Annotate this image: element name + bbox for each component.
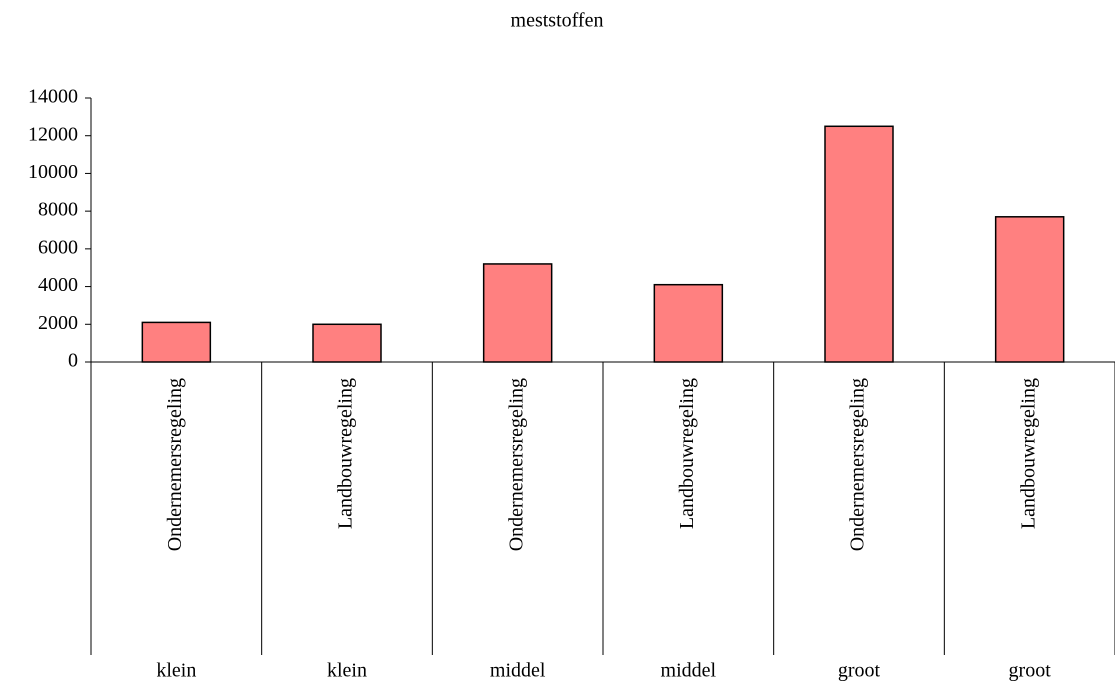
x-tick-label: Landbouwregeling [1017,378,1039,529]
bar [482,263,553,363]
bar [994,216,1065,363]
bar [312,323,382,363]
y-tick-label: 0 [68,350,78,372]
y-tick-label: 2000 [38,312,78,334]
x-tick-label: Ondernemersregeling [164,378,186,551]
x-group-label: groot [1009,660,1052,682]
x-group-label: groot [838,660,881,682]
x-tick-label: Ondernemersregeling [847,378,869,551]
bar [653,283,724,363]
x-tick-label: Landbouwregeling [676,378,698,529]
bar [824,125,894,363]
chart-title: meststoffen [511,10,604,32]
x-group-label: klein [327,660,367,682]
y-tick-label: 12000 [28,123,78,145]
x-tick-label: Ondernemersregeling [505,378,527,551]
x-tick-label: Landbouwregeling [335,378,357,529]
x-group-label: middel [661,660,717,682]
x-group-label: klein [156,660,196,682]
y-tick-label: 8000 [38,199,78,221]
y-tick-label: 4000 [38,274,78,296]
bar [141,321,212,363]
y-tick-label: 14000 [28,86,78,108]
y-tick-label: 10000 [28,161,78,183]
x-group-label: middel [490,660,546,682]
y-tick-label: 6000 [38,236,78,258]
